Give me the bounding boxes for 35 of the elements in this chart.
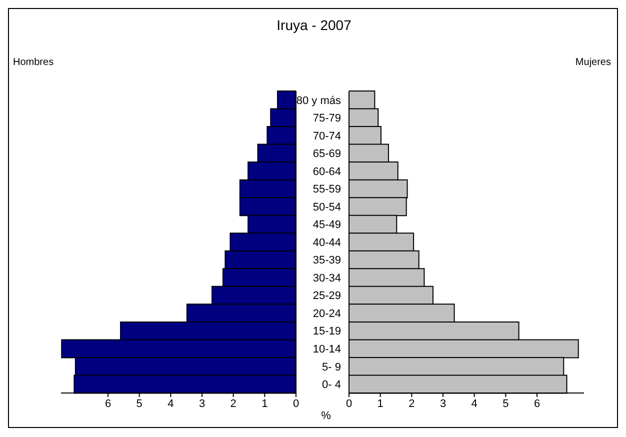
x-axis-title: % — [320, 410, 332, 422]
x-tick-label: 4 — [471, 398, 478, 410]
y-tick-label: 35-39 — [312, 254, 341, 267]
x-tick-label: 5 — [502, 398, 509, 410]
chart-title: Iruya - 2007 — [276, 17, 352, 33]
x-tick-label: 2 — [230, 398, 236, 410]
x-tick-label: 4 — [168, 398, 174, 410]
x-tick-label: 3 — [440, 398, 446, 410]
y-tick-label: 60-64 — [312, 166, 341, 178]
x-tick-label: 0 — [292, 398, 300, 410]
y-tick-label: 0- 4 — [322, 379, 341, 392]
y-tick-label: 70-74 — [312, 130, 341, 142]
x-tick-label: 6 — [534, 398, 540, 410]
y-tick-label: 15-19 — [312, 326, 341, 338]
text: Mujeres — [575, 57, 611, 68]
y-tick-label: 65-69 — [312, 148, 341, 160]
y-tick-label: 75-79 — [312, 112, 341, 125]
y-tick-label: 40-44 — [312, 236, 341, 249]
y-tick-label: 55-59 — [312, 184, 341, 196]
y-tick-label: 20-24 — [312, 308, 341, 320]
y-tick-label: 80 y más — [296, 94, 342, 107]
y-tick-label: 10-14 — [312, 343, 341, 356]
x-tick-label: 2 — [408, 398, 415, 410]
x-tick-label: 6 — [104, 398, 112, 410]
text: Hombres — [13, 57, 54, 68]
y-tick-label: 30-34 — [312, 272, 341, 284]
x-tick-label: 1 — [377, 398, 384, 410]
x-tick-label: 1 — [262, 398, 268, 410]
y-tick-label: 5- 9 — [322, 361, 341, 374]
y-tick-label: 50-54 — [312, 201, 341, 214]
y-tick-label: 45-49 — [312, 219, 341, 232]
x-tick-label: 3 — [198, 398, 206, 410]
y-tick-label: 25-29 — [312, 290, 341, 302]
x-tick-label: 5 — [136, 398, 142, 410]
x-tick-label: 0 — [346, 398, 352, 410]
